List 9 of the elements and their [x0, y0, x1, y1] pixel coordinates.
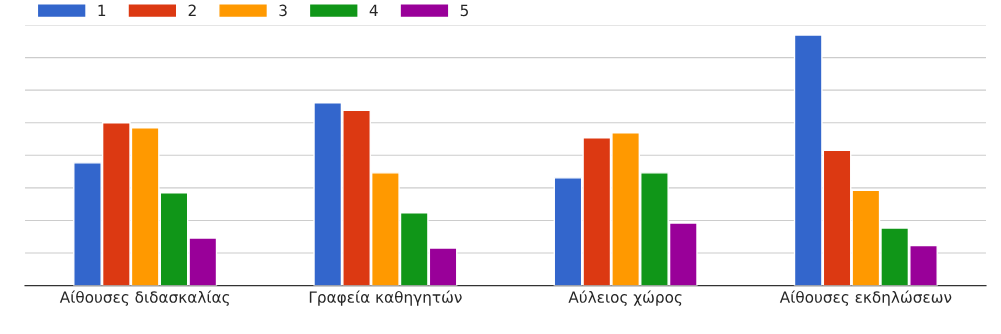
- legend-label: 1: [98, 4, 106, 16]
- x-tick-label: Γραφεία καθηγητών: [309, 290, 462, 306]
- x-tick-label: Αίθουσες εκδηλώσεων: [779, 290, 952, 306]
- legend-label: 3: [279, 4, 287, 17]
- legend-label: 4: [369, 4, 378, 16]
- legend-label: 5: [460, 4, 468, 17]
- x-tick-label: Αίθουσες διδασκαλίας: [59, 290, 230, 306]
- x-tick-label: Αύλειος χώρος: [568, 290, 682, 306]
- legend-label: 2: [188, 4, 196, 16]
